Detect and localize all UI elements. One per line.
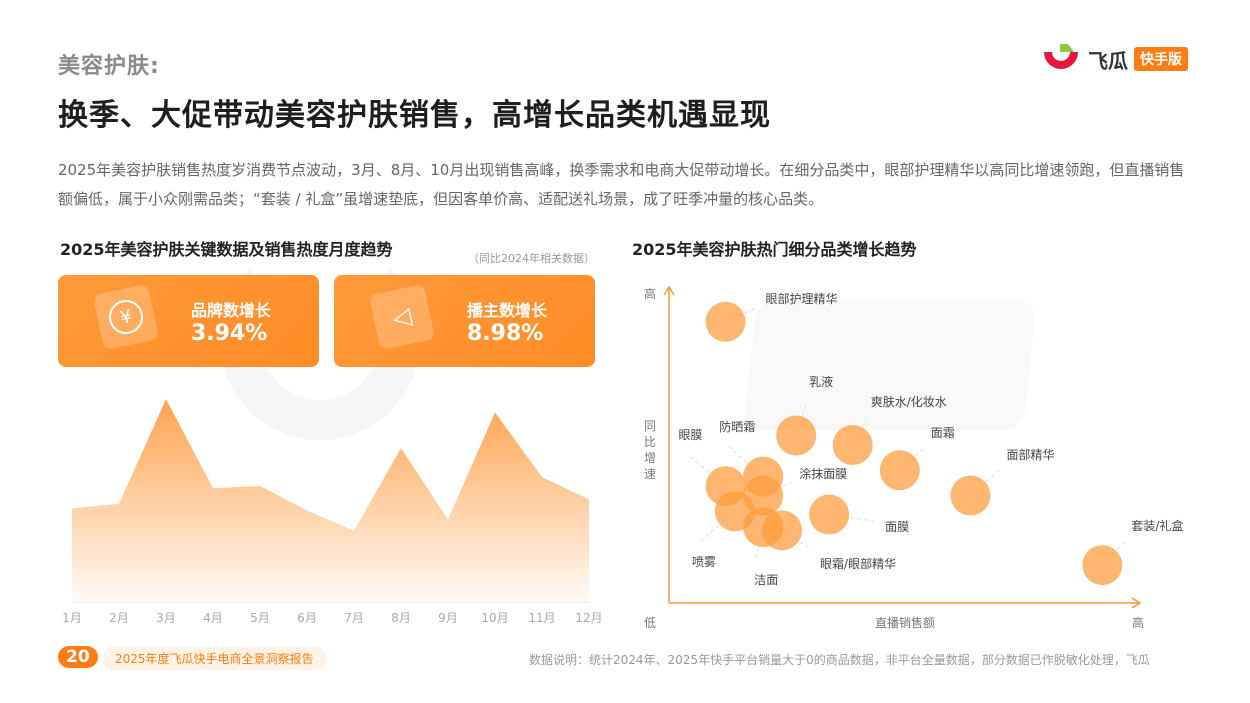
bubble-6 xyxy=(1082,545,1123,586)
card-label: 播主数增长 xyxy=(467,301,548,320)
report-name: 2025年度飞瓜快手电商全景洞察报告 xyxy=(103,647,326,670)
brand-logo: 飞瓜 快手版 xyxy=(1040,44,1188,74)
bubble-label: 洁面 xyxy=(754,573,779,588)
x-axis-label: 直播销售额 xyxy=(875,616,936,630)
x-tick-label: 11月 xyxy=(528,611,556,625)
leader-line xyxy=(970,469,1000,496)
x-tick-label: 9月 xyxy=(438,611,458,625)
bubble-4 xyxy=(879,450,920,491)
area-chart xyxy=(72,399,589,603)
bubble-2 xyxy=(776,415,817,456)
y-axis-label: 同比增速 xyxy=(644,419,657,481)
x-arrow-icon xyxy=(1131,597,1142,609)
logo-badge: 快手版 xyxy=(1134,47,1188,71)
page-title: 换季、大促带动美容护肤销售，高增长品类机遇显现 xyxy=(58,98,771,133)
right-chart-title: 2025年美容护肤热门细分品类增长趋势 xyxy=(632,240,917,259)
area-series xyxy=(72,399,589,602)
bubble-5 xyxy=(950,475,991,516)
bubble-13 xyxy=(809,494,850,535)
x-tick-label: 6月 xyxy=(297,611,317,625)
card-label: 品牌数增长 xyxy=(191,301,272,320)
y-axis-high: 高 xyxy=(644,287,657,301)
streamer-growth-card: ◁ 播主数增长 8.98% xyxy=(334,275,595,367)
bubble-label: 乳液 xyxy=(809,374,834,389)
data-note: 数据说明：统计2024年、2025年快手平台销量大于0的商品数据，非平台全量数据… xyxy=(529,653,1150,667)
left-chart-title: 2025年美容护肤关键数据及销售热度月度趋势 xyxy=(60,240,393,259)
x-tick-label: 8月 xyxy=(391,611,411,625)
x-axis-high: 高 xyxy=(1132,616,1145,630)
x-tick-label: 7月 xyxy=(344,611,364,625)
bubble-label: 喷雾 xyxy=(691,555,716,570)
leader-line xyxy=(781,529,813,551)
bubble-chart xyxy=(663,285,1142,609)
bubble-label: 面膜 xyxy=(885,519,910,534)
bubble-label: 面霜 xyxy=(930,426,955,441)
description: 2025年美容护肤销售热度岁消费节点波动，3月、8月、10月出现销售高峰，换季需… xyxy=(58,161,1185,208)
logo-name: 飞瓜 xyxy=(1088,48,1128,73)
x-tick-label: 4月 xyxy=(203,611,223,625)
bubble-12 xyxy=(762,510,803,551)
y-arrow-icon xyxy=(663,285,675,296)
x-tick-label: 10月 xyxy=(481,611,509,625)
comparison-note: （同比2024年相关数据） xyxy=(468,252,595,265)
card-value: 8.98% xyxy=(467,321,544,346)
bubble-label: 防晒霜 xyxy=(719,419,756,434)
bubble-label: 涂抹面膜 xyxy=(799,466,848,481)
feigua-logo-icon xyxy=(1044,44,1078,69)
x-tick-label: 3月 xyxy=(156,611,176,625)
bubble-label: 爽肤水/化妆水 xyxy=(870,395,947,409)
brand-growth-card: ¥ 品牌数增长 3.94% xyxy=(58,275,319,367)
x-tick-label: 1月 xyxy=(62,611,82,625)
x-axis-low: 低 xyxy=(644,616,657,630)
card-value: 3.94% xyxy=(191,321,268,346)
bubble-label: 眼部护理精华 xyxy=(765,291,838,306)
page-number: 20 xyxy=(58,646,98,668)
bubble-label: 眼霜/眼部精华 xyxy=(820,557,897,572)
x-tick-label: 2月 xyxy=(109,611,129,625)
bubble-1 xyxy=(705,301,746,342)
bubble-label: 套装/礼盒 xyxy=(1131,519,1184,534)
x-tick-label: 12月 xyxy=(575,611,603,625)
bubble-label: 面部精华 xyxy=(1006,447,1055,462)
section-label: 美容护肤: xyxy=(58,54,160,79)
bubble-3 xyxy=(832,425,873,465)
bubble-label: 眼膜 xyxy=(678,428,703,443)
x-tick-label: 5月 xyxy=(250,611,270,625)
